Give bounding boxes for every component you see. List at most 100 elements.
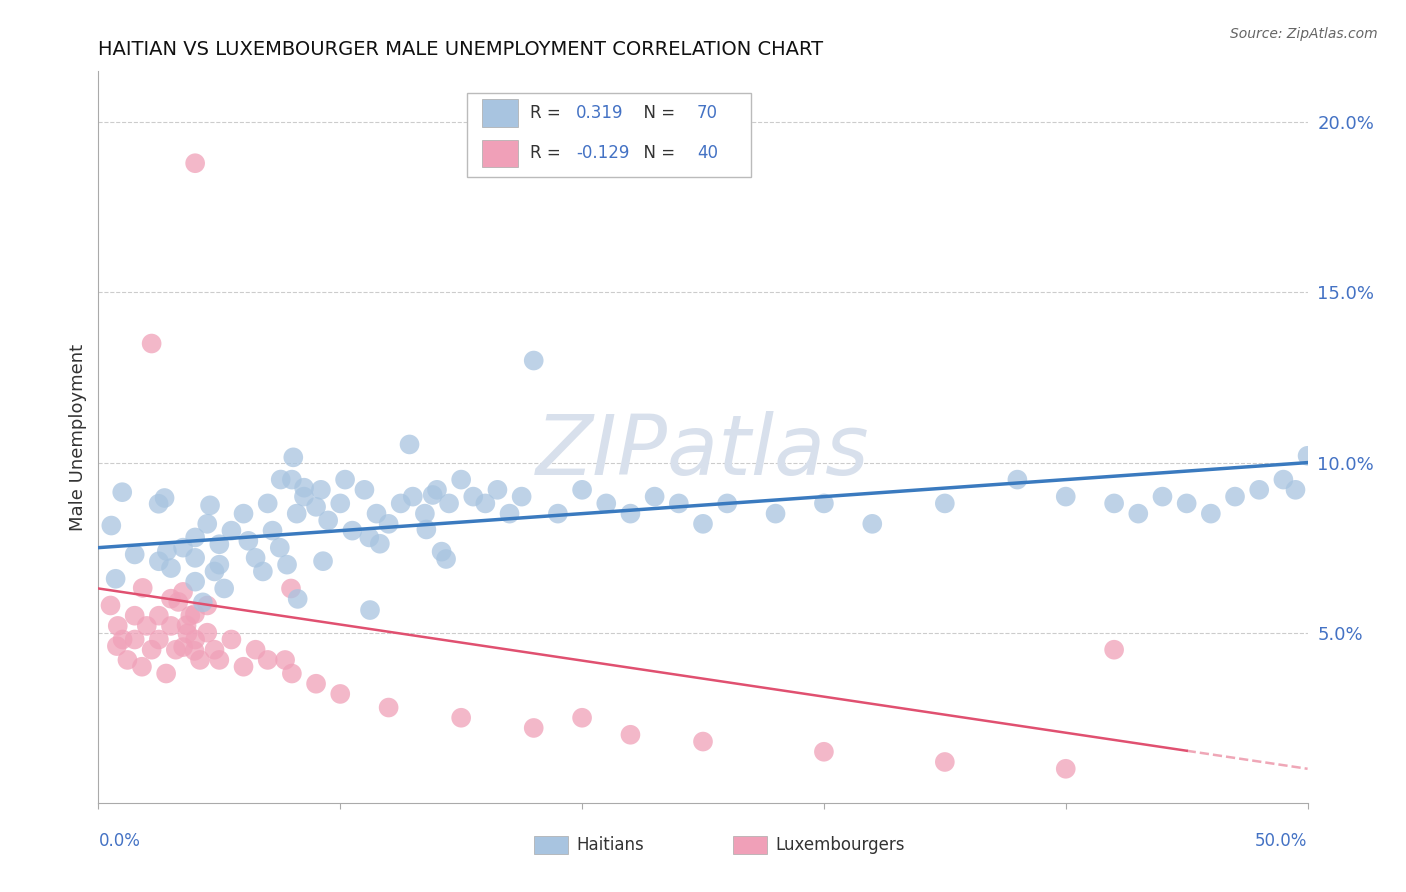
Point xyxy=(156,544,179,558)
Point xyxy=(256,496,278,510)
Point xyxy=(1199,507,1222,521)
Text: 0.0%: 0.0% xyxy=(98,832,141,850)
Point xyxy=(366,507,388,521)
Point xyxy=(160,619,183,633)
Text: ZIPatlas: ZIPatlas xyxy=(536,411,870,492)
Point xyxy=(155,666,177,681)
Point xyxy=(276,558,298,572)
Point xyxy=(486,483,509,497)
Point xyxy=(368,537,391,551)
Point xyxy=(523,353,546,368)
Point xyxy=(105,639,128,653)
Text: HAITIAN VS LUXEMBOURGER MALE UNEMPLOYMENT CORRELATION CHART: HAITIAN VS LUXEMBOURGER MALE UNEMPLOYMEN… xyxy=(98,39,824,59)
FancyBboxPatch shape xyxy=(534,836,568,854)
Point xyxy=(221,524,243,538)
Point xyxy=(131,659,153,673)
Point xyxy=(111,632,134,647)
Point xyxy=(813,496,835,510)
Point xyxy=(305,500,328,514)
Point xyxy=(1007,473,1029,487)
Point xyxy=(342,524,364,538)
Point xyxy=(221,632,243,647)
Text: 50.0%: 50.0% xyxy=(1256,832,1308,850)
Point xyxy=(176,626,198,640)
Text: R =: R = xyxy=(530,104,567,122)
Point xyxy=(238,533,260,548)
Text: N =: N = xyxy=(633,104,681,122)
Point xyxy=(292,481,315,495)
Point xyxy=(184,156,207,170)
Text: R =: R = xyxy=(530,145,567,162)
Point xyxy=(668,496,690,510)
Point xyxy=(195,516,218,531)
Point xyxy=(765,507,787,521)
Point xyxy=(191,595,214,609)
Point xyxy=(1054,490,1077,504)
Point xyxy=(523,721,546,735)
Point xyxy=(422,488,444,502)
Point xyxy=(398,437,420,451)
Point xyxy=(160,591,183,606)
Point xyxy=(167,595,190,609)
Text: Source: ZipAtlas.com: Source: ZipAtlas.com xyxy=(1230,27,1378,41)
Point xyxy=(402,490,425,504)
Point xyxy=(415,523,437,537)
Point xyxy=(377,516,399,531)
Point xyxy=(389,496,412,510)
Point xyxy=(595,496,617,510)
Point xyxy=(934,755,956,769)
Point xyxy=(1102,496,1125,510)
Point xyxy=(1249,483,1271,497)
Point xyxy=(124,548,146,562)
FancyBboxPatch shape xyxy=(482,99,517,127)
FancyBboxPatch shape xyxy=(467,94,751,178)
Y-axis label: Male Unemployment: Male Unemployment xyxy=(69,343,87,531)
Point xyxy=(153,491,176,505)
Point xyxy=(716,496,738,510)
Point xyxy=(184,607,207,621)
Point xyxy=(463,490,485,504)
Point xyxy=(148,632,170,647)
Point xyxy=(813,745,835,759)
Point xyxy=(195,599,218,613)
Point xyxy=(450,473,472,487)
Point xyxy=(269,541,291,555)
Point xyxy=(1272,473,1295,487)
Point xyxy=(172,585,194,599)
Point xyxy=(204,642,226,657)
Point xyxy=(316,513,339,527)
Text: 0.319: 0.319 xyxy=(576,104,623,122)
Point xyxy=(1054,762,1077,776)
Point xyxy=(359,531,381,545)
Point xyxy=(132,581,155,595)
FancyBboxPatch shape xyxy=(734,836,768,854)
Point xyxy=(692,516,714,531)
Point xyxy=(104,572,127,586)
Point xyxy=(860,516,883,531)
Point xyxy=(934,496,956,510)
Point xyxy=(1223,490,1246,504)
Point xyxy=(437,496,460,510)
Text: Luxembourgers: Luxembourgers xyxy=(776,836,905,855)
FancyBboxPatch shape xyxy=(482,139,517,168)
Text: 70: 70 xyxy=(697,104,718,122)
Text: 40: 40 xyxy=(697,145,718,162)
Point xyxy=(1284,483,1306,497)
Point xyxy=(148,554,170,568)
Point xyxy=(287,591,309,606)
Point xyxy=(1175,496,1198,510)
Point xyxy=(195,625,218,640)
Point xyxy=(329,496,352,510)
Point xyxy=(172,541,194,555)
Point xyxy=(274,653,297,667)
Point xyxy=(212,582,235,596)
Point xyxy=(160,561,183,575)
Point xyxy=(172,640,194,654)
Point xyxy=(183,644,205,658)
Point xyxy=(359,603,381,617)
Point xyxy=(141,336,163,351)
Point xyxy=(571,711,593,725)
Point xyxy=(510,490,533,504)
Point xyxy=(1152,490,1174,504)
Point xyxy=(644,490,666,504)
